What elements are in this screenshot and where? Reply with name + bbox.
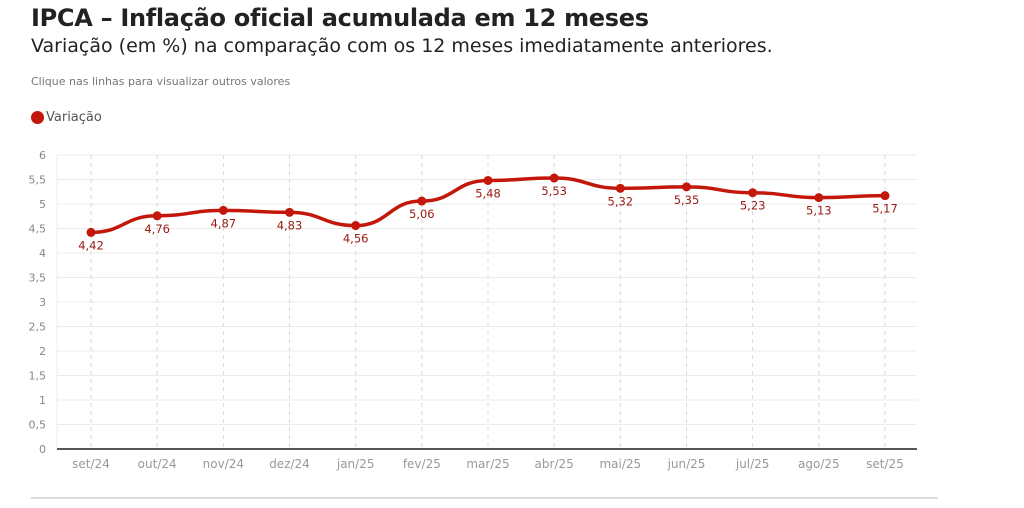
bottom-divider: [31, 497, 938, 499]
data-label: 5,48: [475, 186, 501, 200]
data-point: [417, 196, 427, 206]
data-point: [748, 188, 758, 198]
x-tick-label: ago/25: [798, 457, 840, 471]
x-tick-label: set/25: [866, 457, 904, 471]
x-tick-label: set/24: [72, 457, 110, 471]
data-label: 4,83: [277, 218, 303, 232]
data-label: 5,23: [740, 199, 766, 213]
data-label: 5,32: [608, 194, 634, 208]
legend-marker: [31, 111, 44, 124]
data-label: 4,42: [78, 238, 104, 252]
chart-subtitle: Variação (em %) na comparação com os 12 …: [31, 35, 773, 57]
y-tick-label: 3,5: [29, 272, 47, 285]
data-point: [549, 173, 559, 183]
data-label: 5,06: [409, 207, 435, 221]
x-tick-label: out/24: [138, 457, 177, 471]
chart-note: Clique nas linhas para visualizar outros…: [31, 75, 291, 88]
data-label: 4,87: [211, 216, 237, 230]
x-tick-label: jun/25: [667, 457, 706, 471]
x-tick-label: abr/25: [535, 457, 574, 471]
chart-title: IPCA – Inflação oficial acumulada em 12 …: [31, 4, 649, 32]
data-point: [218, 205, 228, 215]
y-tick-label: 5,5: [29, 174, 47, 187]
data-point: [351, 221, 361, 231]
data-label: 4,76: [144, 222, 170, 236]
data-label: 5,35: [674, 193, 700, 207]
x-tick-label: fev/25: [403, 457, 441, 471]
data-point: [285, 207, 294, 217]
y-tick-label: 5: [39, 198, 46, 211]
data-point: [880, 191, 890, 201]
x-tick-label: mai/25: [599, 457, 641, 471]
y-tick-label: 4: [39, 247, 46, 260]
data-label: 5,13: [806, 204, 832, 218]
x-tick-label: nov/24: [203, 457, 244, 471]
legend-item-variacao[interactable]: Variação: [31, 110, 102, 125]
data-label: 5,17: [872, 202, 898, 216]
data-label: 4,56: [343, 232, 369, 246]
x-tick-label: jul/25: [735, 457, 770, 471]
y-tick-label: 2,5: [29, 321, 47, 334]
y-tick-label: 4,5: [29, 223, 47, 236]
data-point: [814, 193, 824, 203]
x-tick-label: jan/25: [336, 457, 375, 471]
y-tick-label: 2: [39, 345, 46, 358]
y-tick-label: 1,5: [29, 370, 47, 383]
y-tick-label: 1: [39, 394, 46, 407]
data-point: [86, 227, 96, 237]
y-tick-label: 0: [39, 443, 46, 456]
data-point: [152, 211, 162, 221]
legend-label: Variação: [46, 110, 102, 125]
y-tick-label: 6: [39, 149, 46, 162]
y-tick-label: 3: [39, 296, 46, 309]
x-tick-label: dez/24: [269, 457, 310, 471]
data-point: [483, 175, 493, 185]
data-point: [615, 183, 625, 193]
y-tick-label: 0,5: [29, 419, 47, 432]
x-tick-label: mar/25: [466, 457, 509, 471]
data-label: 5,53: [541, 184, 567, 198]
data-point: [682, 182, 691, 192]
